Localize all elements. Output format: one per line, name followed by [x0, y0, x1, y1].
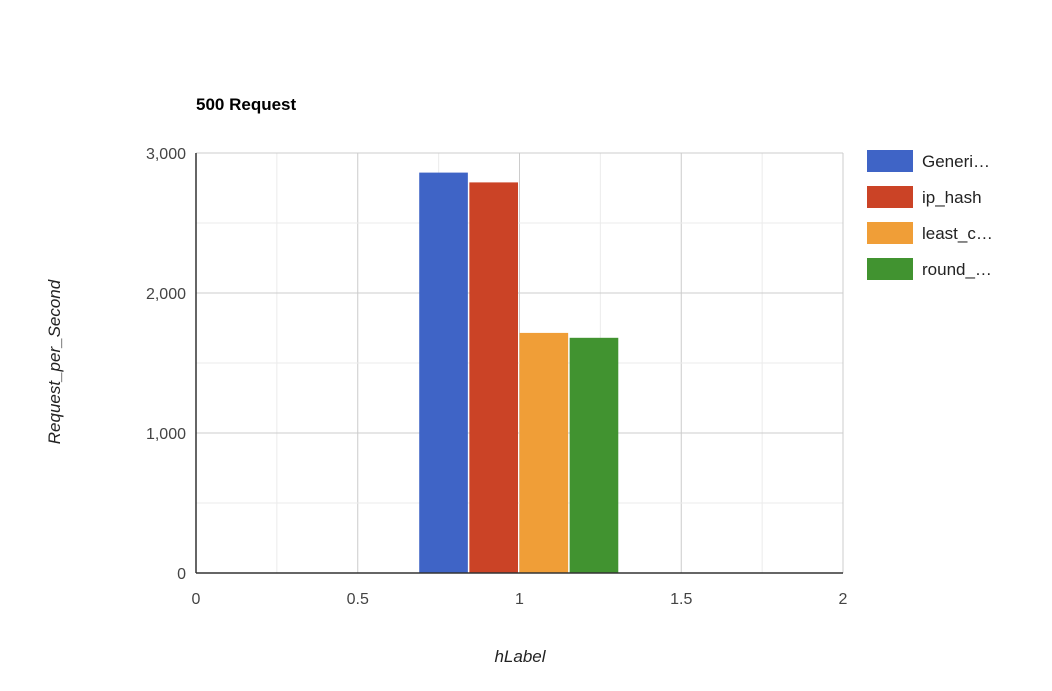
- legend-label-1: Generi…: [922, 152, 990, 171]
- legend-swatch-1: [867, 150, 913, 172]
- bar-3: [519, 332, 569, 573]
- x-axis-title: hLabel: [494, 647, 546, 666]
- x-tick-label: 0.5: [347, 591, 369, 608]
- y-tick-labels: 0 1,000 2,000 3,000: [146, 146, 186, 583]
- legend-label-4: round_…: [922, 260, 992, 279]
- legend-label-2: ip_hash: [922, 188, 982, 207]
- bar-1: [419, 172, 468, 573]
- x-tick-label: 2: [839, 591, 848, 608]
- bars: [419, 172, 619, 573]
- axes: [195, 153, 843, 574]
- bar-4: [569, 337, 619, 573]
- legend-swatch-3: [867, 222, 913, 244]
- y-tick-label: 2,000: [146, 286, 186, 303]
- x-tick-label: 0: [192, 591, 201, 608]
- legend: Generi… ip_hash least_c… round_…: [867, 150, 993, 280]
- legend-swatch-2: [867, 186, 913, 208]
- bar-2: [469, 182, 518, 573]
- y-axis-title: Request_per_Second: [45, 279, 64, 444]
- x-tick-labels: 0 0.5 1 1.5 2: [192, 591, 848, 608]
- y-tick-label: 3,000: [146, 146, 186, 163]
- y-tick-label: 0: [177, 566, 186, 583]
- x-tick-label: 1: [515, 591, 524, 608]
- y-tick-label: 1,000: [146, 426, 186, 443]
- legend-label-3: least_c…: [922, 224, 993, 243]
- x-tick-label: 1.5: [670, 591, 692, 608]
- chart-title: 500 Request: [196, 95, 296, 114]
- legend-swatch-4: [867, 258, 913, 280]
